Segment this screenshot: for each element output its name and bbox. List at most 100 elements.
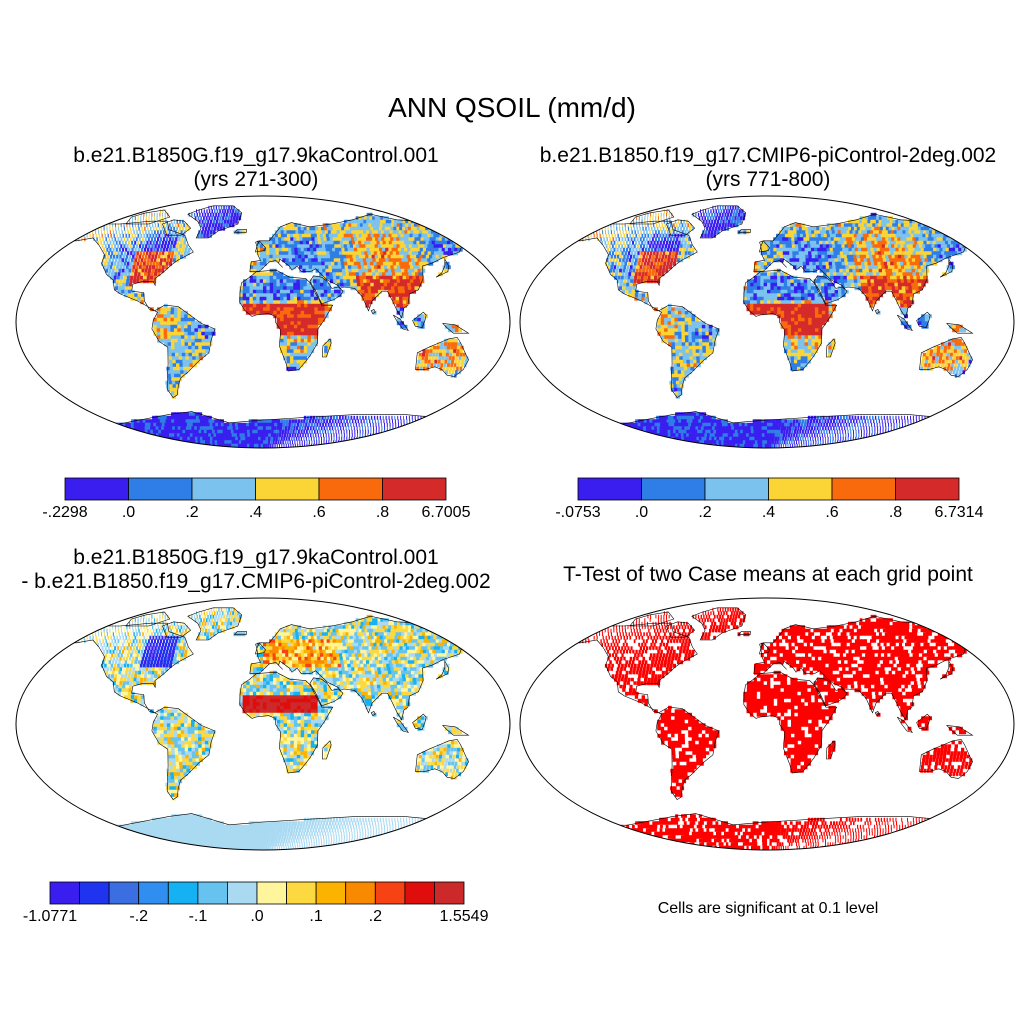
colorbar-swatch — [704, 477, 769, 501]
colorbar-swatch — [128, 477, 193, 501]
colorbar-label: .8 — [889, 504, 902, 521]
coastline-greenland — [691, 607, 747, 641]
colorbar-difference: -1.0771 -.2 -.1 .0 .1 .2 1.5549 — [23, 881, 489, 925]
coastline-north-america — [567, 220, 698, 312]
colorbar-label: 1.5549 — [440, 908, 489, 925]
coastline-baffin — [666, 621, 696, 638]
coastline-eurasia — [249, 213, 480, 319]
colorbar-swatch — [197, 881, 228, 905]
coastline-madagascar — [321, 740, 332, 760]
colorbar-swatch — [64, 477, 129, 501]
coastline-australia — [919, 337, 973, 377]
coastline-borneo — [412, 311, 427, 328]
coastline-canadian-arctic — [125, 209, 171, 225]
coastline-south-america — [151, 706, 216, 801]
coastline-australia — [415, 337, 469, 377]
coastline-british-isles — [758, 240, 770, 253]
coastline-japan — [435, 257, 450, 278]
coastline-british-isles — [254, 240, 266, 253]
colorbar-swatch — [108, 881, 140, 905]
coastline-new-zealand — [983, 369, 1002, 387]
colorbar-label: -.0753 — [555, 504, 600, 521]
colorbar-swatch — [768, 477, 833, 501]
colorbar-swatch — [382, 477, 447, 501]
colorbar-label: .0 — [250, 908, 263, 925]
coastline-north-america — [567, 622, 698, 714]
coastline-new-guinea — [946, 725, 974, 736]
panel2-title-line1: b.e21.B1850.f19_g17.CMIP6-piControl-2deg… — [539, 144, 997, 167]
panel2-title-line2: (yrs 771-800) — [705, 168, 831, 191]
coastline-eurasia — [249, 615, 480, 721]
map-boundary — [15, 195, 511, 449]
coastline-baffin — [162, 621, 192, 638]
colorbar-label: .2 — [369, 908, 382, 925]
coastline-iceland — [233, 229, 247, 233]
coastline-japan — [435, 659, 450, 680]
colorbar-swatch — [345, 881, 376, 905]
land-cells — [556, 205, 1000, 448]
colorbar-label: .2 — [698, 504, 711, 521]
land-cells — [52, 205, 496, 448]
coastline-new-guinea — [442, 323, 470, 334]
figure-title: ANN QSOIL (mm/d) — [388, 92, 636, 123]
coastline-new-zealand — [983, 771, 1002, 789]
coastline-british-isles — [254, 642, 266, 655]
colorbar-swatch — [895, 477, 960, 501]
colorbar-swatch — [286, 881, 317, 905]
coastline-new-guinea — [442, 725, 470, 736]
panel2-title: b.e21.B1850.f19_g17.CMIP6-piControl-2deg… — [512, 144, 1024, 192]
colorbar-label: .2 — [185, 504, 198, 521]
coastline-arabia — [309, 677, 344, 707]
colorbar-swatch — [315, 881, 347, 905]
coastline-south-america — [655, 706, 720, 801]
coastline-borneo — [916, 311, 931, 328]
significance-note: Cells are significant at 0.1 level — [657, 900, 879, 917]
colorbar-swatch — [318, 477, 383, 501]
map-panel-difference — [15, 597, 511, 851]
colorbar-label: .4 — [249, 504, 262, 521]
coastline-canadian-arctic — [125, 611, 171, 627]
colorbar-label: .0 — [635, 504, 648, 521]
coastline-greenland — [691, 205, 747, 239]
coastline-sri-lanka — [874, 710, 880, 717]
colorbar-swatch — [256, 881, 288, 905]
colorbar-label: .6 — [312, 504, 325, 521]
colorbar-label: .8 — [376, 504, 389, 521]
colorbar-swatch — [577, 477, 642, 501]
colorbar-label: -1.0771 — [23, 908, 77, 925]
coastline-eurasia — [753, 615, 984, 721]
coastline-africa — [743, 269, 838, 372]
coastline-madagascar — [825, 338, 836, 358]
coastline-baffin — [666, 219, 696, 236]
coastline-sri-lanka — [874, 308, 880, 315]
colorbar-swatch — [404, 881, 435, 905]
coastline-madagascar — [825, 740, 836, 760]
map-boundary — [519, 597, 1015, 851]
land-cells — [52, 607, 496, 850]
panel1-title-line1: b.e21.B1850G.f19_g17.9kaControl.001 — [73, 144, 439, 167]
coastline-sumatra — [897, 314, 914, 331]
panel3-title: b.e21.B1850G.f19_g17.9kaControl.001 - b.… — [0, 546, 512, 594]
coastline-iceland — [737, 631, 751, 635]
coastline-iceland — [233, 631, 247, 635]
colorbar-label: .1 — [309, 908, 322, 925]
colorbar-label: .6 — [825, 504, 838, 521]
colorbar-case1: -.2298 .0 .2 .4 .6 .8 6.7005 — [42, 477, 471, 521]
coastline-baffin — [162, 219, 192, 236]
coastline-borneo — [412, 713, 427, 730]
colorbar-label: .0 — [122, 504, 135, 521]
coastline-arabia — [813, 275, 848, 305]
coastline-sumatra — [897, 716, 914, 733]
colorbar-swatch — [191, 477, 256, 501]
colorbar-swatch — [255, 477, 320, 501]
coastline-canadian-arctic — [629, 209, 675, 225]
coastline-sri-lanka — [370, 308, 376, 315]
map-panel-case1 — [15, 195, 511, 449]
coastline-british-isles — [758, 642, 770, 655]
coastline-africa — [239, 671, 334, 774]
coastline-madagascar — [321, 338, 332, 358]
coastline-canadian-arctic — [629, 611, 675, 627]
panel4-title: T-Test of two Case means at each grid po… — [563, 563, 973, 586]
land-cells — [556, 607, 1000, 850]
coastline-borneo — [916, 713, 931, 730]
